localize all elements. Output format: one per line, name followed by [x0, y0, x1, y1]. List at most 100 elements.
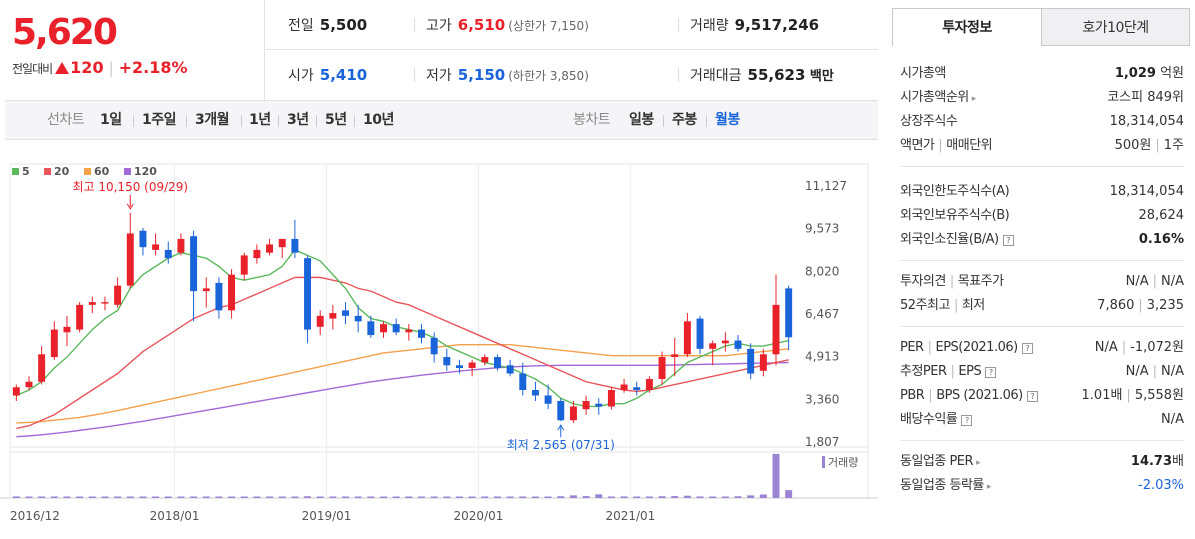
tab-order-book[interactable]: 호가10단계: [1041, 8, 1190, 46]
low-arrow-head-icon: [557, 424, 565, 431]
divider: [414, 68, 415, 82]
candle: [418, 324, 425, 344]
candle: [164, 241, 172, 264]
candle: [126, 212, 134, 289]
opinion-text: 투자의견: [900, 274, 946, 289]
period-3y[interactable]: 3년: [287, 112, 309, 128]
row-sector-change[interactable]: 동일업종 등락률 ▸ -2.03%: [900, 474, 1184, 498]
divider: |: [1121, 340, 1127, 355]
candle: [304, 255, 312, 344]
tab-invest-info[interactable]: 투자정보: [892, 8, 1042, 46]
panel-body: 시가총액 1,029 억원 시가총액순위 ▸ 코스피 849위 상장주식수 18,…: [892, 46, 1190, 538]
volume-bar: [519, 496, 527, 498]
candle-body: [772, 304, 780, 355]
volume-bar: [12, 496, 20, 498]
volume-bar: [164, 496, 172, 498]
volume-bar: [595, 494, 603, 498]
opinion-label: 투자의견 | 목표주가: [900, 270, 1004, 294]
candlestick-chart: 2016/12 2018/01 2019/01 2020/01 2021/01 11,12…: [0, 163, 878, 523]
pbr-label: PBR: [900, 388, 925, 403]
row-market-cap-rank[interactable]: 시가총액순위 ▸ 코스피 849위: [900, 86, 1184, 110]
bps-value: 5,558원: [1134, 388, 1184, 403]
low-annotation: 최저 2,565 (07/31): [507, 438, 615, 452]
est-per-text: 추정PER: [900, 364, 947, 379]
candle-body: [481, 357, 489, 363]
volume-bar: [582, 496, 590, 498]
help-icon[interactable]: ?: [1002, 235, 1014, 246]
market-cap-label: 시가총액: [900, 66, 946, 81]
rank-label-text: 시가총액순위: [900, 90, 969, 105]
divider: [678, 18, 679, 32]
candle-weekly[interactable]: 주봉: [672, 112, 697, 128]
period-1y[interactable]: 1년: [249, 112, 271, 128]
candle-body: [342, 310, 350, 316]
help-icon[interactable]: ?: [985, 367, 997, 378]
row-dividend: 배당수익률? N/A: [900, 408, 1184, 432]
52week-high-label: 52주최고: [900, 298, 950, 313]
candle: [493, 354, 501, 371]
foreign-ratio-value: 0.16%: [1139, 228, 1184, 252]
candle: [316, 310, 324, 336]
volume-bar: [658, 496, 666, 498]
divider: [678, 68, 679, 82]
help-icon[interactable]: ?: [1026, 391, 1038, 402]
y-tick-label: 9,573: [805, 222, 839, 236]
help-icon[interactable]: ?: [961, 415, 973, 426]
pbr-bps-label: PBR | BPS (2021.06)?: [900, 384, 1038, 408]
target-price-value: N/A: [1161, 274, 1184, 289]
candle: [557, 398, 565, 422]
candle-body: [126, 233, 134, 286]
period-10y[interactable]: 10년: [363, 112, 394, 128]
candle: [772, 274, 780, 366]
help-icon[interactable]: ?: [1021, 343, 1033, 354]
divider: [354, 115, 355, 127]
candle-body: [190, 236, 198, 292]
candle-body: [696, 318, 704, 349]
candle-body: [63, 326, 71, 333]
bps-label: BPS (2021.06): [936, 388, 1023, 403]
row-foreign-ratio: 외국인소진율(B/A)? 0.16%: [900, 228, 1184, 252]
legend-swatch: [44, 168, 51, 175]
row-sector-per[interactable]: 동일업종 PER ▸ 14.73배: [900, 450, 1184, 474]
volume-bar: [607, 496, 615, 498]
candle-body: [620, 384, 628, 391]
sector-per-text: 동일업종 PER: [900, 454, 974, 469]
volume-bar: [455, 496, 463, 498]
candle-body: [557, 400, 565, 421]
invest-info-panel: 투자정보 호가10단계 시가총액 1,029 억원 시가총액순위 ▸ 코스피 84…: [892, 8, 1190, 538]
candle-body: [531, 390, 539, 396]
candle-body: [101, 302, 109, 304]
candle: [215, 277, 223, 319]
candle: [531, 381, 539, 401]
candle: [12, 384, 20, 401]
candle-body: [88, 302, 96, 305]
volume-bar: [76, 496, 84, 498]
period-1d[interactable]: 1일: [100, 112, 122, 128]
upper-limit: (상한가 7,150): [508, 19, 589, 33]
candle-body: [253, 249, 261, 259]
target-price-label: 목표주가: [957, 274, 1004, 289]
period-5y[interactable]: 5년: [325, 112, 347, 128]
volume-bar: [785, 490, 793, 498]
ma120-line: [16, 361, 789, 438]
opinion-value-text: N/A: [1125, 274, 1149, 289]
volume-bar: [266, 496, 274, 498]
volume-bar: [316, 496, 324, 498]
chevron-right-icon: ▸: [986, 482, 992, 492]
candle-monthly[interactable]: 월봉: [715, 112, 740, 128]
y-tick-label: 11,127: [805, 179, 847, 193]
period-3m[interactable]: 3개월: [195, 112, 230, 128]
est-per-value: N/A | N/A: [1126, 360, 1184, 384]
candle-daily[interactable]: 일봉: [629, 112, 654, 128]
candle-body: [114, 285, 122, 305]
candle-body: [164, 249, 172, 259]
candle: [278, 238, 286, 259]
candle: [519, 362, 527, 396]
candle: [354, 304, 362, 333]
per-eps-value: N/A | -1,072원: [1095, 336, 1184, 360]
period-1w[interactable]: 1주일: [142, 112, 177, 128]
divider: [414, 18, 415, 32]
candle: [443, 348, 451, 371]
candle-body: [569, 406, 577, 421]
line-chart-label: 선차트: [47, 112, 85, 128]
